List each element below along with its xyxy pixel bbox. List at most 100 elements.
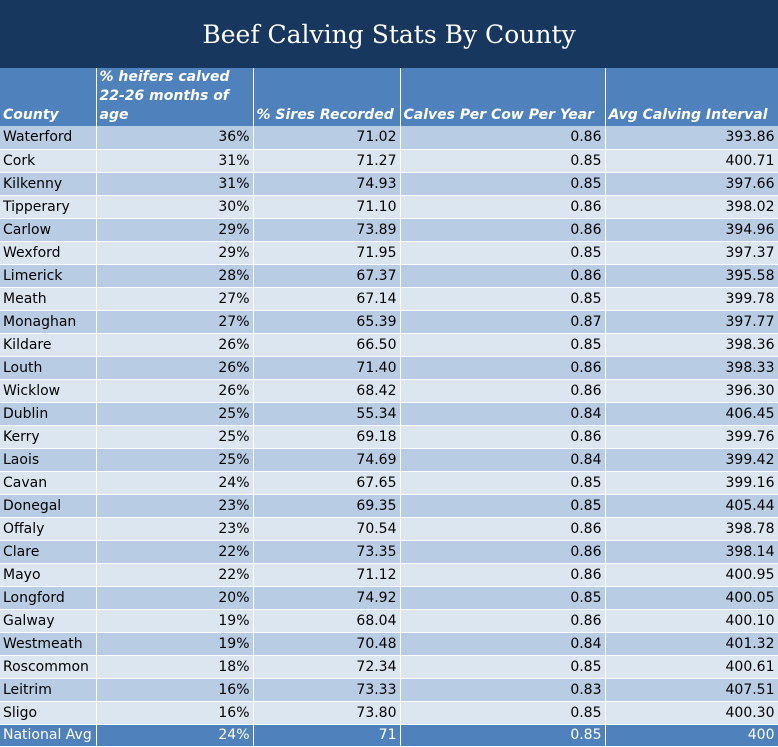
cell-county: Clare (0, 540, 97, 564)
column-header-county: County (0, 68, 97, 126)
table-row: Laois 25% 74.69 0.84 399.42 (0, 448, 778, 472)
cell-county: Dublin (0, 402, 97, 426)
table-row: Westmeath 19% 70.48 0.84 401.32 (0, 632, 778, 656)
cell-sires-recorded: 68.04 (253, 609, 401, 633)
table-row: Sligo 16% 73.80 0.85 400.30 (0, 701, 778, 725)
cell-county: Sligo (0, 701, 97, 725)
cell-sires-recorded: 71.95 (253, 241, 401, 265)
cell-heifers-calved: 31% (96, 172, 254, 196)
cell-sires-recorded: 73.89 (253, 218, 401, 242)
cell-calving-interval: 398.78 (605, 517, 778, 541)
cell-calving-interval: 394.96 (605, 218, 778, 242)
cell-calves-per-cow: 0.86 (400, 218, 606, 242)
cell-heifers-calved: 30% (96, 195, 254, 219)
cell-calving-interval: 405.44 (605, 494, 778, 518)
cell-sires-recorded: 73.35 (253, 540, 401, 564)
cell-calving-interval: 401.32 (605, 632, 778, 656)
cell-county: Carlow (0, 218, 97, 242)
cell-sires-recorded: 71.12 (253, 563, 401, 587)
table-row: Tipperary 30% 71.10 0.86 398.02 (0, 195, 778, 219)
cell-sires-recorded: 67.65 (253, 471, 401, 495)
cell-calving-interval: 406.45 (605, 402, 778, 426)
cell-county: Monaghan (0, 310, 97, 334)
cell-calving-interval: 398.14 (605, 540, 778, 564)
cell-heifers-calved: 22% (96, 563, 254, 587)
table-row: Limerick 28% 67.37 0.86 395.58 (0, 264, 778, 288)
cell-sires-recorded: 68.42 (253, 379, 401, 403)
cell-county: Cork (0, 149, 97, 173)
cell-heifers-calved: 31% (96, 149, 254, 173)
table-row: Kilkenny 31% 74.93 0.85 397.66 (0, 172, 778, 196)
cell-heifers-calved: 20% (96, 586, 254, 610)
cell-calves-per-cow: 0.86 (400, 517, 606, 541)
cell-sires-recorded: 73.80 (253, 701, 401, 725)
cell-calves-per-cow: 0.83 (400, 678, 606, 702)
cell-calves-per-cow: 0.84 (400, 632, 606, 656)
table-row: Wexford 29% 71.95 0.85 397.37 (0, 241, 778, 265)
table-row: Meath 27% 67.14 0.85 399.78 (0, 287, 778, 311)
cell-calves-per-cow: 0.85 (400, 287, 606, 311)
cell-county: Cavan (0, 471, 97, 495)
cell-calving-interval: 398.33 (605, 356, 778, 380)
table-row: Cavan 24% 67.65 0.85 399.16 (0, 471, 778, 495)
cell-sires-recorded: 55.34 (253, 402, 401, 426)
cell-sires-recorded: 70.48 (253, 632, 401, 656)
national-average-row: National Avg 24% 71 0.85 400 (0, 724, 778, 747)
cell-county: Wicklow (0, 379, 97, 403)
table-row: Mayo 22% 71.12 0.86 400.95 (0, 563, 778, 587)
cell-heifers-calved: 24% (96, 471, 254, 495)
cell-county: Louth (0, 356, 97, 380)
cell-calving-interval: 400.71 (605, 149, 778, 173)
table-row: Offaly 23% 70.54 0.86 398.78 (0, 517, 778, 541)
cell-county: Roscommon (0, 655, 97, 679)
table-row: Monaghan 27% 65.39 0.87 397.77 (0, 310, 778, 334)
cell-calves-per-cow: 0.86 (400, 563, 606, 587)
table-row: Kerry 25% 69.18 0.86 399.76 (0, 425, 778, 449)
cell-sires-recorded: 65.39 (253, 310, 401, 334)
column-header-calves-per-cow: Calves Per Cow Per Year (400, 68, 606, 126)
cell-sires-recorded: 70.54 (253, 517, 401, 541)
header-row: County% heifers calved 22-26 months of a… (0, 68, 778, 126)
cell-calving-interval: 396.30 (605, 379, 778, 403)
cell-county: Waterford (0, 126, 97, 150)
table-row: Louth 26% 71.40 0.86 398.33 (0, 356, 778, 380)
column-header-heifers-calved: % heifers calved 22-26 months of age (96, 68, 254, 126)
cell-sires-recorded: 74.93 (253, 172, 401, 196)
cell-calves-per-cow: 0.86 (400, 356, 606, 380)
county-stats-table: County% heifers calved 22-26 months of a… (0, 68, 778, 747)
cell-county: Leitrim (0, 678, 97, 702)
cell-calves-per-cow: 0.85 (400, 471, 606, 495)
table-row: Wicklow 26% 68.42 0.86 396.30 (0, 379, 778, 403)
cell-heifers-calved: 25% (96, 402, 254, 426)
cell-county: Tipperary (0, 195, 97, 219)
cell-county: Offaly (0, 517, 97, 541)
cell-county: Laois (0, 448, 97, 472)
cell-calves-per-cow: 0.84 (400, 448, 606, 472)
cell-calves-per-cow: 0.84 (400, 402, 606, 426)
cell-calves-per-cow: 0.86 (400, 540, 606, 564)
cell-calves-per-cow: 0.85 (400, 149, 606, 173)
cell-sires-recorded: 71.02 (253, 126, 401, 150)
cell-heifers-calved: 29% (96, 241, 254, 265)
cell-calves-per-cow: 0.86 (400, 379, 606, 403)
cell-sires-recorded: 69.35 (253, 494, 401, 518)
cell-county: Mayo (0, 563, 97, 587)
cell-sires-recorded: 71.40 (253, 356, 401, 380)
cell-heifers-calved: 18% (96, 655, 254, 679)
cell-calves-per-cow: 0.85 (400, 655, 606, 679)
cell-county: Westmeath (0, 632, 97, 656)
column-header-sires-recorded: % Sires Recorded (253, 68, 401, 126)
cell-calving-interval: 398.02 (605, 195, 778, 219)
cell-calves-per-cow: 0.86 (400, 195, 606, 219)
cell-heifers-calved: 25% (96, 448, 254, 472)
table-row: Clare 22% 73.35 0.86 398.14 (0, 540, 778, 564)
cell-sires-recorded: 69.18 (253, 425, 401, 449)
table-row: Kildare 26% 66.50 0.85 398.36 (0, 333, 778, 357)
table-row: Waterford 36% 71.02 0.86 393.86 (0, 126, 778, 150)
cell-sires-recorded: 72.34 (253, 655, 401, 679)
cell-calving-interval: 399.76 (605, 425, 778, 449)
table-row: Longford 20% 74.92 0.85 400.05 (0, 586, 778, 610)
cell-calving-interval: 400.95 (605, 563, 778, 587)
cell-calving-interval: 400.10 (605, 609, 778, 633)
cell-heifers-calved: 22% (96, 540, 254, 564)
